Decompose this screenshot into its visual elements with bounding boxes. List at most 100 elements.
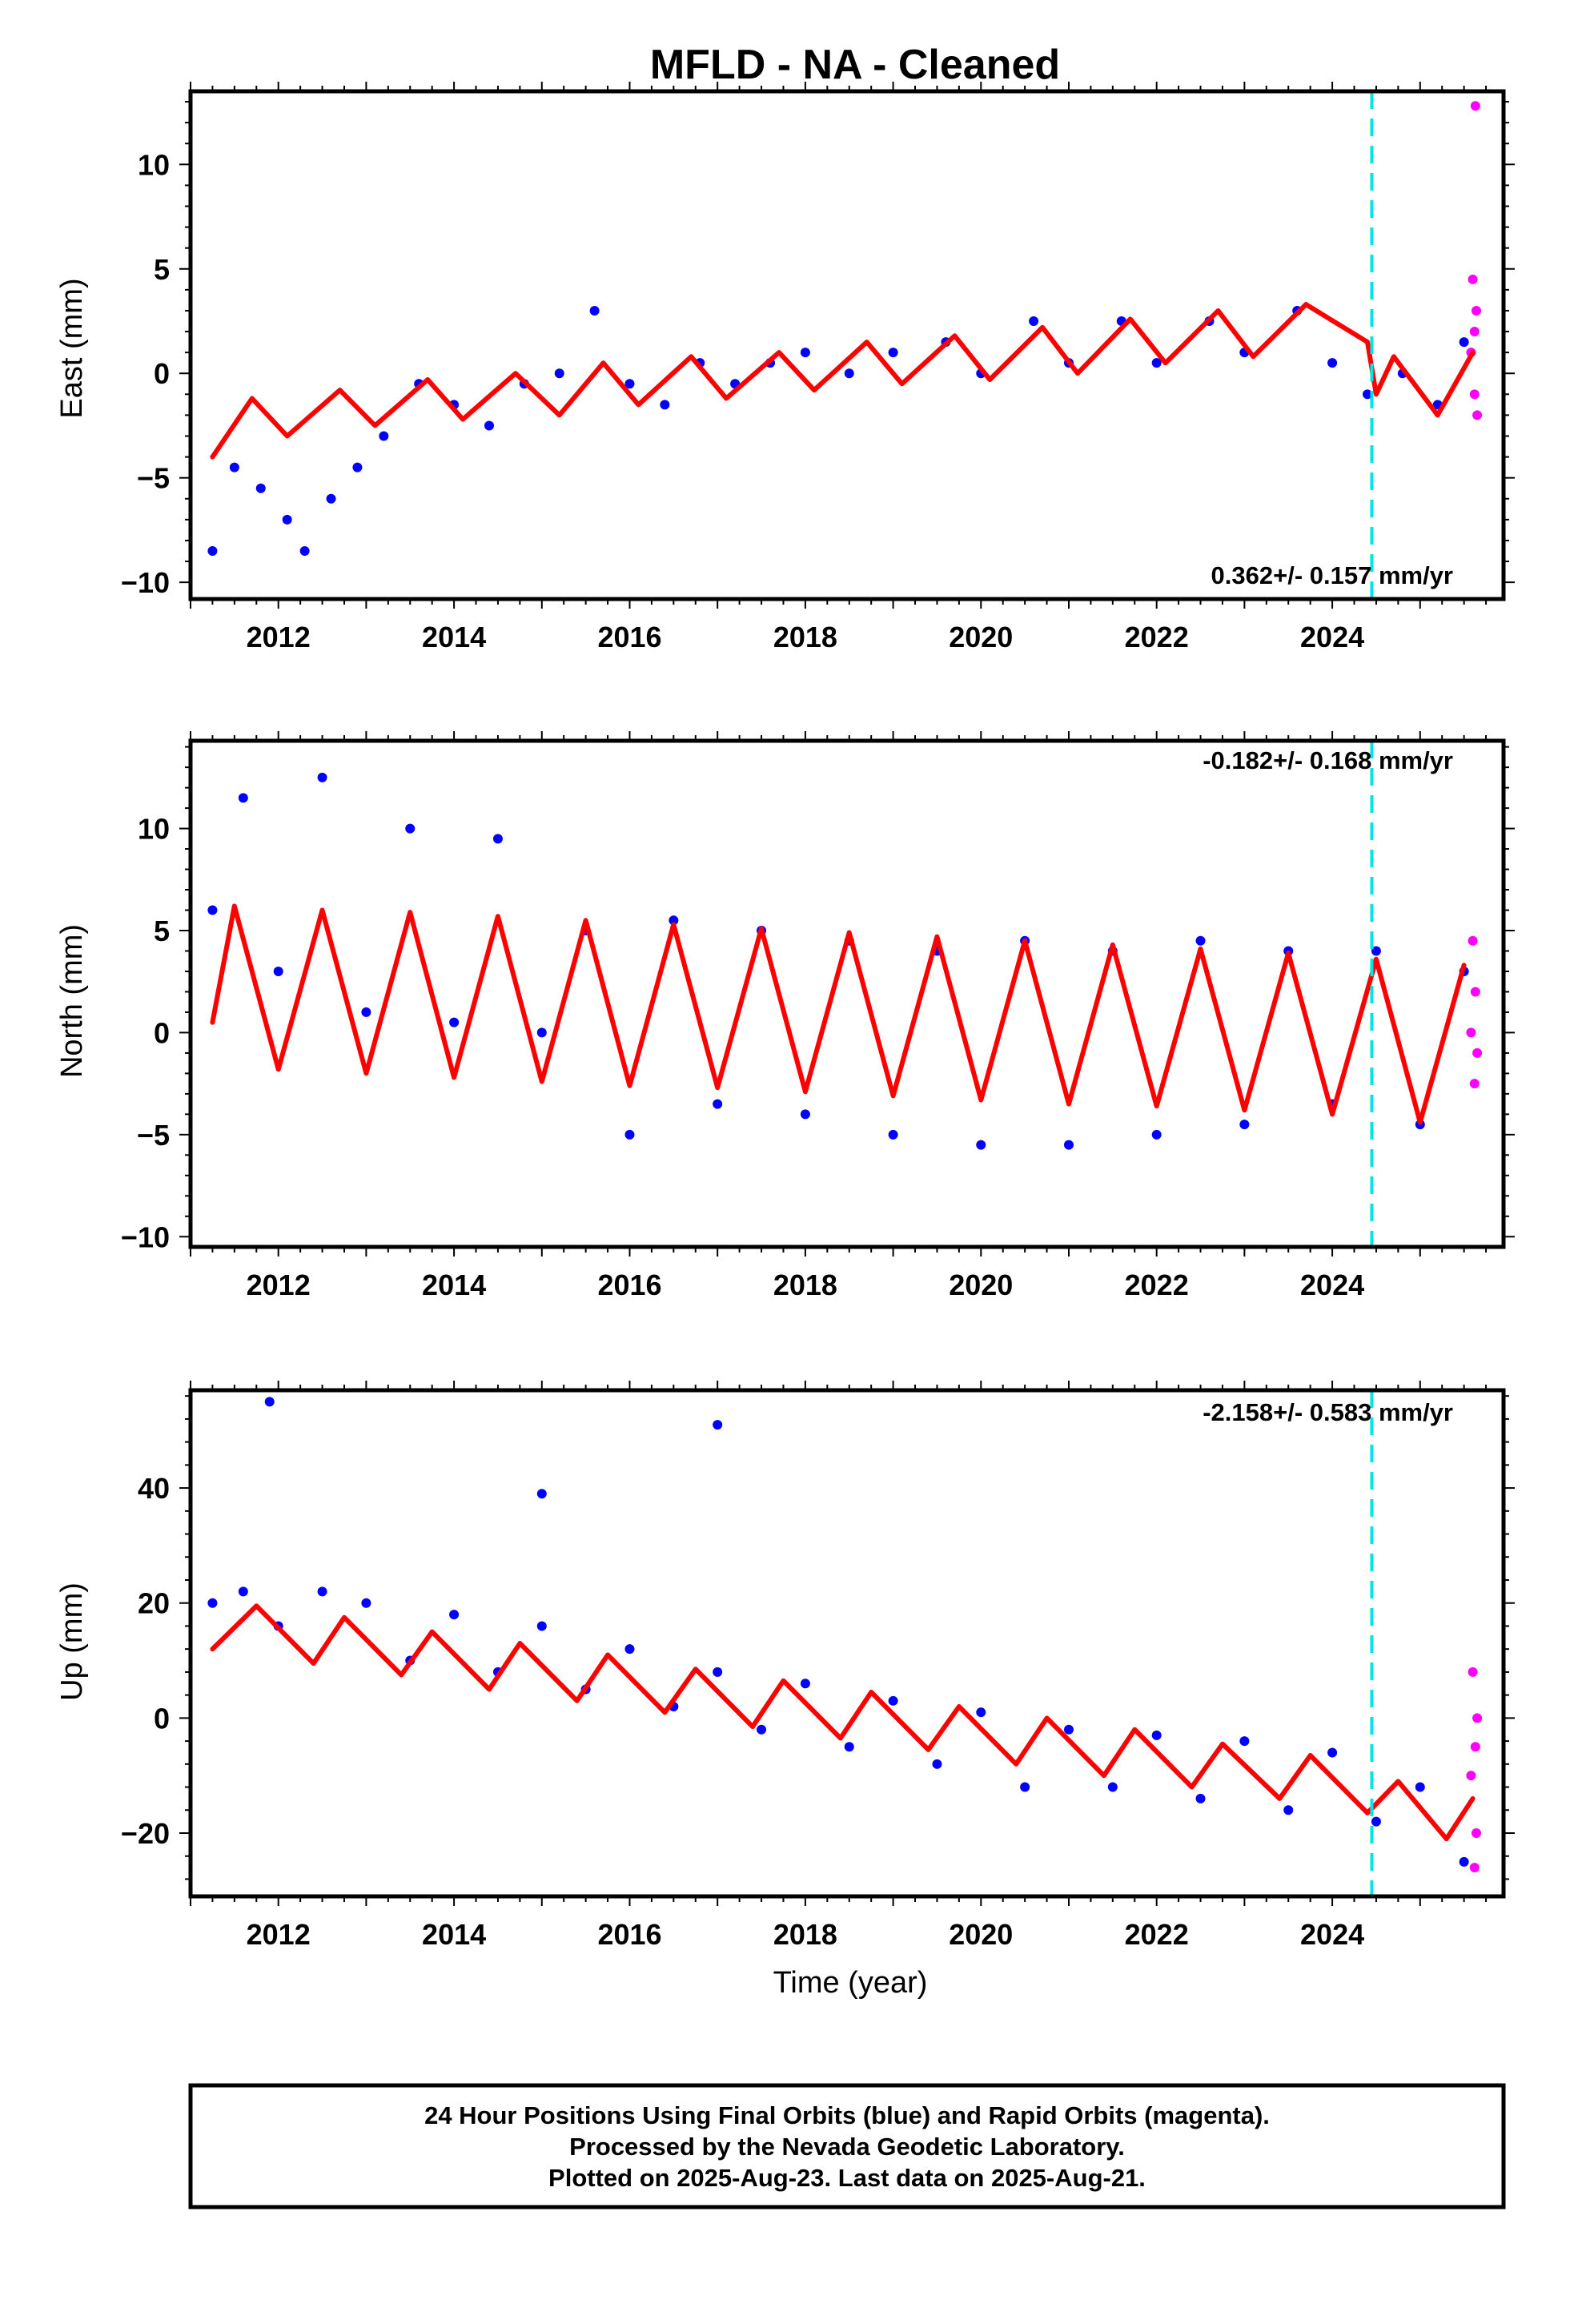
east-rapid-point: [1468, 274, 1478, 284]
east-rapid-point: [1472, 410, 1483, 420]
east-y-tick-label: 0: [154, 357, 170, 390]
north-rapid-point: [1472, 1047, 1483, 1058]
up-x-tick-label: 2014: [422, 1918, 486, 1951]
north-final-point: [1239, 1120, 1250, 1130]
east-model-line: [210, 302, 1476, 460]
up-final-point: [713, 1667, 723, 1677]
north-final-point: [1063, 1140, 1074, 1150]
north-x-tick-label: 2022: [1125, 1269, 1189, 1301]
up-final-point: [1107, 1782, 1118, 1792]
up-final-point: [361, 1598, 371, 1608]
north-x-tick-label: 2012: [247, 1269, 311, 1301]
north-y-tick-label: −5: [137, 1119, 170, 1152]
panel-east: 2012 2014 2016 2018 2020 2022 2024 −10 −5 0 5 10 Ea…: [55, 82, 1515, 653]
north-rapid-point: [1470, 987, 1480, 997]
up-rate-label: -2.158+/- 0.583 mm/yr: [1203, 1398, 1453, 1426]
up-final-point: [238, 1586, 248, 1597]
east-x-tick-label: 2020: [949, 621, 1013, 653]
east-plot-area: 2012 2014 2016 2018 2020 2022 2024 −10 −5 0 5 10: [121, 82, 1515, 653]
up-y-tick-label: 20: [138, 1587, 170, 1620]
up-final-point: [317, 1586, 327, 1597]
north-rapid-point: [1466, 1027, 1476, 1038]
up-x-tick-label: 2012: [247, 1918, 311, 1951]
up-final-point: [844, 1742, 854, 1752]
up-y-tick-label: 40: [138, 1472, 170, 1505]
east-final-point: [624, 379, 635, 389]
up-y-tick-label: 0: [154, 1702, 170, 1735]
north-final-point: [207, 905, 218, 915]
north-y-axis-label: North (mm): [55, 924, 89, 1078]
up-final-point: [449, 1610, 460, 1620]
up-frame: [188, 1388, 1506, 1899]
up-final-point: [932, 1759, 942, 1769]
east-x-tick-label: 2022: [1125, 621, 1189, 653]
east-y-tick-label: 10: [138, 148, 170, 181]
up-final-point: [1151, 1730, 1162, 1740]
north-final-point: [976, 1140, 986, 1150]
north-y-tick-label: −10: [121, 1220, 170, 1253]
footer-line-2: Processed by the Nevada Geodetic Laborat…: [569, 2133, 1125, 2161]
east-final-point: [484, 420, 494, 431]
up-final-point: [757, 1724, 767, 1735]
up-model-line: [210, 1603, 1476, 1842]
north-final-point: [624, 1129, 635, 1140]
north-final-point: [449, 1017, 460, 1027]
up-final-point: [207, 1598, 218, 1608]
east-y-tick-label: −5: [137, 462, 170, 495]
north-final-point: [713, 1099, 723, 1109]
east-final-point: [379, 431, 389, 441]
east-rapid-point: [1470, 101, 1480, 111]
up-rapid-point: [1470, 1742, 1480, 1752]
east-final-point: [888, 348, 898, 358]
east-final-point: [207, 545, 218, 556]
footer-frame: [188, 2083, 1506, 2209]
up-final-point: [888, 1695, 898, 1706]
north-x-tick-label: 2014: [422, 1269, 486, 1301]
east-y-tick-label: 5: [154, 253, 170, 286]
east-x-tick-label: 2012: [247, 621, 311, 653]
east-final-point: [1459, 337, 1469, 348]
east-final-point: [1151, 358, 1162, 368]
north-x-tick-label: 2020: [949, 1269, 1013, 1301]
north-model-line: [210, 903, 1467, 1125]
east-final-point: [554, 368, 564, 379]
footer-line-3: Plotted on 2025-Aug-23. Last data on 202…: [548, 2164, 1146, 2192]
up-y-axis-label: Up (mm): [55, 1582, 89, 1701]
up-plot-area: 2012 2014 2016 2018 2020 2022 2024 −20 0 20 40: [121, 1381, 1515, 1951]
up-final-point: [1063, 1724, 1074, 1735]
up-rapid-point: [1471, 1828, 1481, 1838]
figure-title: MFLD - NA - Cleaned: [650, 42, 1060, 88]
up-final-point: [1020, 1782, 1030, 1792]
north-rate-label: -0.182+/- 0.168 mm/yr: [1203, 746, 1453, 774]
east-rapid-point: [1469, 327, 1480, 337]
east-rate-label: 0.362+/- 0.157 mm/yr: [1211, 561, 1453, 589]
up-final-point: [1283, 1805, 1294, 1815]
north-x-tick-label: 2024: [1300, 1269, 1364, 1301]
panel-up: 2012 2014 2016 2018 2020 2022 2024 −20 0 20 40 Up …: [55, 1381, 1515, 2000]
north-rapid-point: [1468, 935, 1478, 946]
east-final-point: [282, 514, 292, 525]
east-final-point: [660, 400, 670, 410]
footer-line-1: 24 Hour Positions Using Final Orbits (bl…: [424, 2101, 1270, 2129]
up-rapid-point: [1469, 1863, 1480, 1873]
footer-box: 24 Hour Positions Using Final Orbits (bl…: [188, 2083, 1506, 2209]
north-final-point: [1371, 946, 1381, 956]
north-final-point: [536, 1027, 547, 1038]
north-final-point: [1195, 935, 1206, 946]
up-final-point: [1195, 1793, 1206, 1803]
east-final-point: [1362, 389, 1372, 400]
east-y-tick-label: −10: [121, 566, 170, 599]
up-rapid-point: [1472, 1713, 1483, 1723]
north-x-tick-label: 2016: [597, 1269, 661, 1301]
up-final-point: [536, 1489, 547, 1499]
east-final-point: [352, 462, 363, 472]
east-x-tick-label: 2014: [422, 621, 486, 653]
up-final-point: [976, 1707, 986, 1718]
up-final-point: [536, 1621, 547, 1631]
east-y-axis-label: East (mm): [55, 278, 89, 418]
x-axis-label: Time (year): [773, 1966, 928, 2000]
north-frame: [188, 738, 1506, 1249]
east-x-tick-label: 2016: [597, 621, 661, 653]
north-final-point: [238, 793, 248, 803]
